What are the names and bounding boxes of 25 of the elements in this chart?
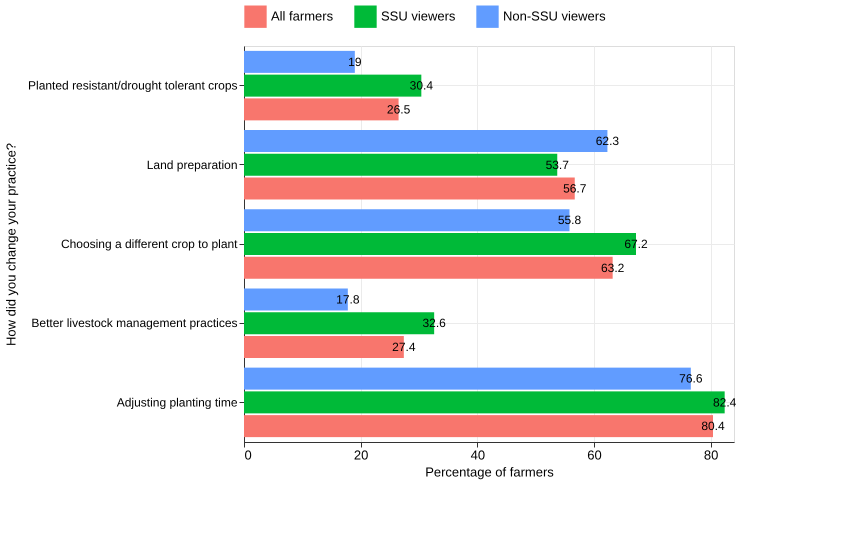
data-label: 27.4 xyxy=(392,340,416,354)
data-label: 17.8 xyxy=(336,292,360,306)
x-tick-label: 40 xyxy=(470,448,486,462)
x-tick-label: 80 xyxy=(704,448,718,462)
x-tick-label: 0 xyxy=(244,448,252,462)
x-tick-label: 20 xyxy=(354,448,368,462)
y-axis-title: How did you change your practice? xyxy=(4,142,18,346)
data-label: 63.2 xyxy=(600,260,625,275)
data-label: 56.7 xyxy=(563,182,587,196)
data-label: 76.6 xyxy=(679,372,703,386)
data-label: 19 xyxy=(348,54,362,69)
legend-label: Non-SSU viewers xyxy=(503,8,606,24)
y-tick-label: Land preparation xyxy=(146,158,238,172)
x-tick-label: 60 xyxy=(587,448,602,462)
y-tick-label: Choosing a different crop to plant xyxy=(60,237,238,251)
x-axis-title: Percentage of farmers xyxy=(425,464,554,480)
data-label: 67.2 xyxy=(624,237,648,251)
y-tick-label: Better livestock management practices xyxy=(31,316,238,330)
data-label: 26.5 xyxy=(386,102,411,116)
data-label: 53.7 xyxy=(546,158,570,172)
legend-label: SSU viewers xyxy=(381,8,456,24)
legend-label: All farmers xyxy=(271,8,334,24)
data-label: 62.3 xyxy=(596,134,620,148)
y-tick-label: Adjusting planting time xyxy=(116,395,238,410)
y-tick-label: Planted resistant/drought tolerant crops xyxy=(28,78,238,93)
